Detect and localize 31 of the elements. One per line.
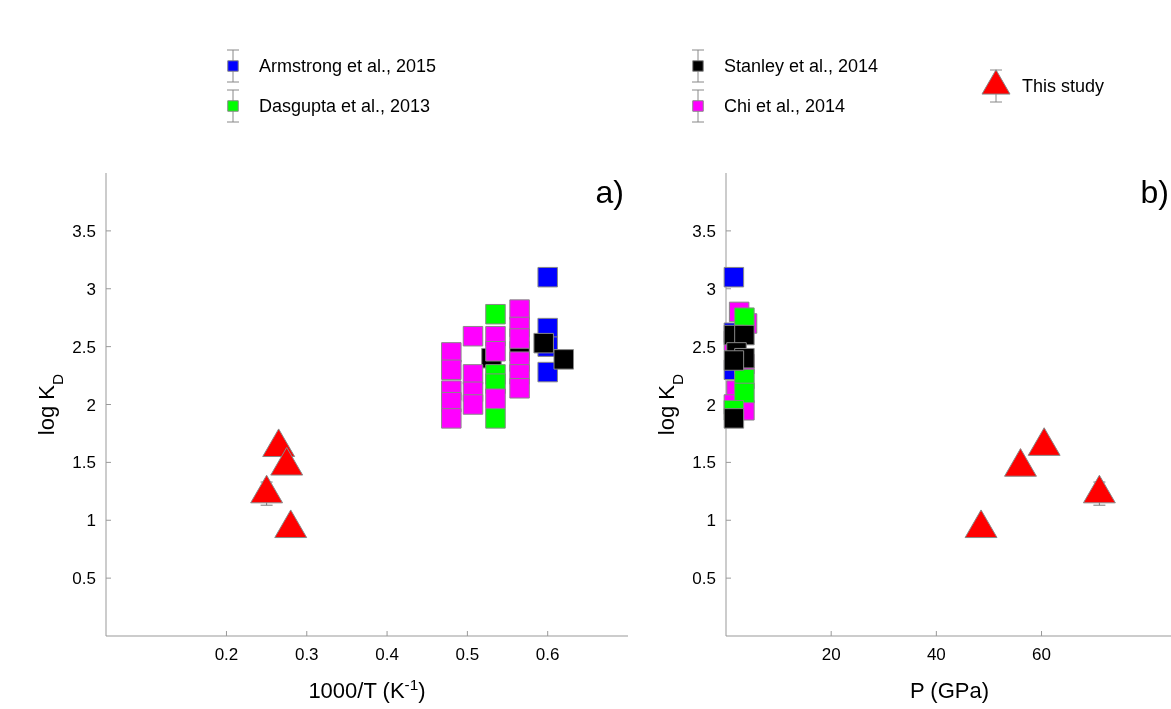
y-tick-label: 3.5 xyxy=(692,221,716,241)
y-tick-label: 1 xyxy=(706,511,716,531)
annotation: b) xyxy=(1140,174,1169,210)
x-axis-title: P (GPa) xyxy=(909,678,990,703)
y-tick-label: 2.5 xyxy=(692,337,716,357)
x-tick-label: 20 xyxy=(821,645,841,664)
x-tick-label: 0.4 xyxy=(375,645,399,664)
y-tick-label: 3.5 xyxy=(72,221,96,241)
x-tick-label: 0.3 xyxy=(294,645,319,664)
y-tick-label: 1.5 xyxy=(72,453,96,473)
x-tick-label: 40 xyxy=(926,645,946,664)
y-tick-label: 3 xyxy=(86,279,96,299)
y-tick-label: 0.5 xyxy=(72,569,96,589)
annotation: a) xyxy=(595,174,624,210)
y-tick-label: 2 xyxy=(706,395,716,415)
x-tick-label: 0.5 xyxy=(455,645,480,664)
x-tick-label: 0.2 xyxy=(214,645,239,664)
legend-label: Armstrong et al., 2015 xyxy=(259,56,437,76)
legend-label: This study xyxy=(1022,76,1105,96)
x-axis-title: 1000/T (K$^{-1}$) xyxy=(308,675,426,703)
legend-label: Dasgupta et al., 2013 xyxy=(259,96,431,116)
legend-label: Stanley et al., 2014 xyxy=(724,56,879,76)
y-tick-label: 3 xyxy=(706,279,716,299)
y-tick-label: 2 xyxy=(86,395,96,415)
y-tick-label: 2.5 xyxy=(72,337,96,357)
y-tick-label: 1.5 xyxy=(692,453,716,473)
y-tick-label: 0.5 xyxy=(692,569,716,589)
x-tick-label: 0.6 xyxy=(535,645,560,664)
y-tick-label: 1 xyxy=(86,511,96,531)
x-tick-label: 60 xyxy=(1032,645,1051,664)
legend-label: Chi et al., 2014 xyxy=(724,96,846,116)
